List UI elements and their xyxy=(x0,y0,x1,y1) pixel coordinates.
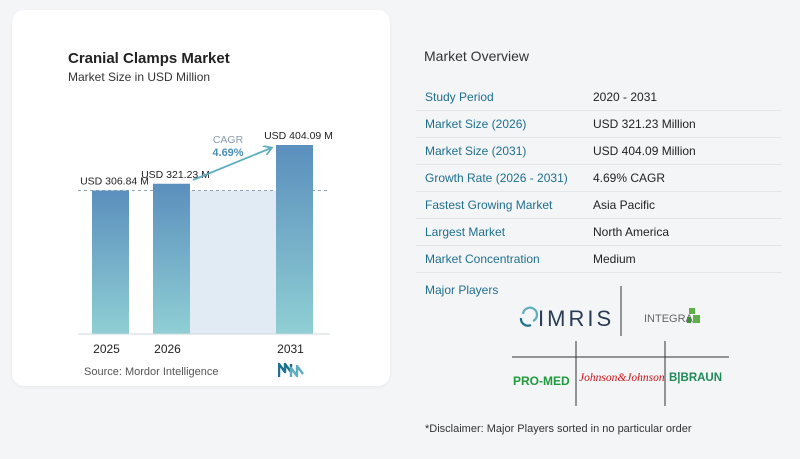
data-label: USD 306.84 M xyxy=(80,175,149,187)
imris-logo: IMRIS xyxy=(519,306,614,331)
overview-row: Market Size (2026) USD 321.23 Million xyxy=(416,111,782,138)
overview-row: Growth Rate (2026 - 2031) 4.69% CAGR xyxy=(416,165,782,192)
chart-title: Cranial Clamps Market xyxy=(68,50,230,67)
overview-row: Market Size (2031) USD 404.09 Million xyxy=(416,138,782,165)
row-value: Medium xyxy=(593,252,636,266)
row-key: Largest Market xyxy=(425,225,506,239)
overview-row: Study Period 2020 - 2031 xyxy=(416,84,782,111)
x-tick-label: 2031 xyxy=(277,342,304,356)
mordor-logo-icon xyxy=(278,362,304,378)
x-tick-label: 2026 xyxy=(154,342,181,356)
data-label: USD 321.23 M xyxy=(141,169,210,181)
row-value: 4.69% CAGR xyxy=(593,171,666,185)
imris-logo-text: IMRIS xyxy=(538,306,614,331)
row-value: 2020 - 2031 xyxy=(593,90,658,104)
row-value: Asia Pacific xyxy=(593,198,656,212)
cagr-value: 4.69% xyxy=(212,147,243,159)
cagr-label: CAGR xyxy=(213,134,244,146)
disclaimer: *Disclaimer: Major Players sorted in no … xyxy=(425,423,692,435)
promed-logo-text: PRO-MED xyxy=(513,374,570,388)
x-tick-label: 2025 xyxy=(93,342,120,356)
overview-table: Study Period 2020 - 2031 Market Size (202… xyxy=(416,84,782,273)
row-value: North America xyxy=(593,225,670,239)
growth-shade xyxy=(190,190,276,334)
row-value: USD 404.09 Million xyxy=(593,144,696,158)
integra-mark-icon xyxy=(689,308,695,314)
chart-subtitle: Market Size in USD Million xyxy=(68,70,211,84)
overview-row: Fastest Growing Market Asia Pacific xyxy=(416,192,782,219)
row-key: Study Period xyxy=(425,90,494,104)
bar-2026 xyxy=(153,183,190,334)
row-key: Market Size (2031) xyxy=(425,144,527,158)
players-title: Major Players xyxy=(425,283,499,297)
overview-title: Market Overview xyxy=(424,48,530,64)
bar-2025 xyxy=(92,190,129,334)
integra-logo-text: INTEGRA xyxy=(644,313,694,325)
bar-chart: USD 306.84 M 2025 USD 321.23 M 2026 USD 404.… xyxy=(78,130,333,356)
row-value: USD 321.23 Million xyxy=(593,117,696,131)
row-key: Growth Rate (2026 - 2031) xyxy=(425,171,568,185)
bbraun-logo-text: B|BRAUN xyxy=(669,372,722,384)
overview-row: Market Concentration Medium xyxy=(416,246,782,273)
chart-source: Source: Mordor Intelligence xyxy=(84,366,219,378)
jnj-logo-text: Johnson&Johnson xyxy=(579,372,665,384)
bar-2031 xyxy=(276,145,313,334)
overview-row: Largest Market North America xyxy=(416,219,782,246)
data-label: USD 404.09 M xyxy=(264,130,333,142)
imris-ring-icon xyxy=(521,306,539,322)
row-key: Fastest Growing Market xyxy=(425,198,553,212)
row-key: Market Concentration xyxy=(425,252,540,266)
cagr-arrow xyxy=(192,148,271,181)
integra-logo: INTEGRA xyxy=(644,308,700,325)
row-key: Market Size (2026) xyxy=(425,117,527,131)
